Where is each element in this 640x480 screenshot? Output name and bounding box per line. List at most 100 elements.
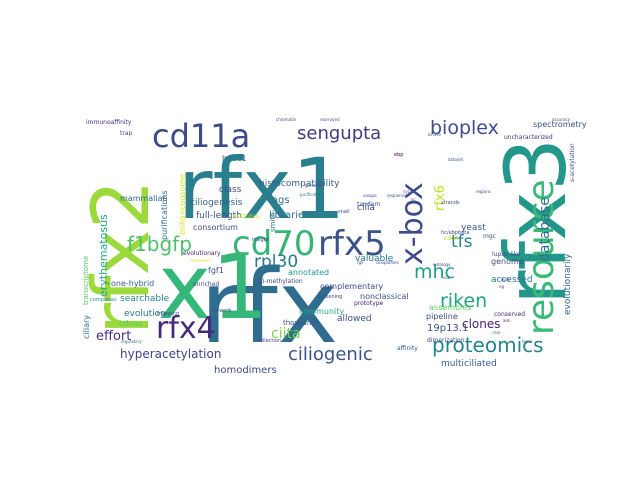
cloud-word: immunoaffinity bbox=[86, 119, 132, 126]
cloud-word: affinity bbox=[397, 345, 418, 352]
cloud-word: ontology bbox=[433, 262, 451, 267]
cloud-word: consortium bbox=[193, 223, 238, 232]
cloud-word: smith bbox=[269, 212, 277, 232]
cloud-word: purification bbox=[300, 192, 323, 197]
cloud-word: searchable bbox=[120, 294, 170, 304]
cloud-word: dimerization bbox=[427, 337, 465, 344]
cloud-word: strands bbox=[441, 200, 460, 206]
cloud-word: evolutionarily bbox=[563, 253, 573, 315]
cloud-word: sub bbox=[443, 275, 451, 280]
cloud-word: cdnas bbox=[119, 319, 143, 328]
cloud-word: unique bbox=[363, 193, 377, 198]
cloud-word: tfs bbox=[451, 232, 473, 252]
cloud-word: snail bbox=[338, 209, 350, 215]
cloud-word: rfx bbox=[200, 248, 338, 367]
cloud-word: tri-methylation bbox=[258, 278, 303, 285]
cloud-word: rfx3 bbox=[487, 138, 585, 305]
cloud-word: thousands bbox=[283, 319, 320, 327]
cloud-word: uncharacterized bbox=[504, 134, 553, 141]
cloud-word: sequences bbox=[387, 193, 408, 198]
cloud-word: complexes bbox=[90, 297, 117, 303]
cloud-word: rnas bbox=[492, 330, 501, 335]
cloud-word: valuable bbox=[355, 254, 394, 264]
cloud-word: multiciliated bbox=[441, 359, 497, 369]
cloud-word: spectrometry bbox=[533, 120, 587, 129]
cloud-word: ebp bbox=[394, 152, 403, 158]
cloud-word: evolutionary bbox=[183, 250, 221, 257]
cloud-word: f1bgfp bbox=[127, 232, 192, 256]
cloud-word: prototype bbox=[354, 300, 384, 307]
cloud-word: one-hybrid bbox=[111, 279, 154, 288]
cloud-word: yeast bbox=[461, 223, 486, 233]
cloud-word: effort bbox=[96, 329, 131, 344]
cloud-word: mgc bbox=[483, 233, 496, 240]
cloud-word: network bbox=[211, 308, 231, 314]
cloud-word: accessed bbox=[491, 275, 533, 285]
cloud-word: rfx2 bbox=[77, 180, 167, 335]
cloud-word: rgs bbox=[357, 260, 363, 265]
cloud-word: homodimers bbox=[214, 365, 277, 376]
cloud-word: lupus-like bbox=[492, 251, 521, 258]
cloud-word: 19p13.1 bbox=[427, 323, 468, 334]
cloud-word: x1 bbox=[158, 235, 269, 340]
cloud-word: hyperacetylation bbox=[120, 347, 221, 361]
cloud-word: conserved bbox=[494, 311, 525, 318]
cloud-word: sengupta bbox=[297, 123, 381, 144]
cloud-word: purifications bbox=[160, 191, 169, 241]
cloud-word: annotated bbox=[288, 268, 329, 277]
cloud-word: allowed bbox=[337, 314, 372, 324]
cloud-word: rfx1 bbox=[178, 140, 345, 238]
cloud-word: erythematosus bbox=[97, 214, 110, 297]
cloud-word: aim bbox=[503, 318, 511, 323]
cloud-word: hgnc bbox=[522, 339, 532, 344]
cloud-word: ciliogenic bbox=[288, 344, 373, 365]
cloud-word: cd70 bbox=[232, 224, 316, 264]
cloud-word: chromatin bbox=[276, 117, 297, 122]
cloud-word: x-box bbox=[395, 182, 430, 265]
cloud-word: resource bbox=[521, 179, 562, 335]
cloud-word: assembles bbox=[429, 303, 471, 312]
cloud-word: accuracy bbox=[552, 117, 571, 122]
cloud-word: libraries bbox=[269, 210, 309, 221]
cloud-word: s-acetylation bbox=[569, 143, 576, 182]
cloud-word: mapping bbox=[157, 311, 179, 317]
cloud-word: screening bbox=[318, 294, 342, 300]
cloud-word: bulb bbox=[501, 277, 510, 282]
cloud-word: regions bbox=[476, 189, 491, 194]
cloud-word: tandem bbox=[357, 201, 380, 208]
cloud-word: rpl30 bbox=[254, 252, 298, 272]
cloud-word: clones bbox=[462, 317, 501, 331]
cloud-word: full-length bbox=[196, 211, 242, 221]
cloud-word: class bbox=[219, 185, 242, 195]
cloud-word: cilia bbox=[357, 203, 375, 213]
cloud-word: pipeline bbox=[426, 312, 458, 321]
cloud-word: transcriptome bbox=[82, 256, 90, 305]
cloud-word: evolution bbox=[124, 309, 166, 319]
cloud-word: genome bbox=[491, 257, 524, 266]
cloud-word: riken bbox=[440, 290, 487, 312]
cloud-word: nonclassical bbox=[360, 292, 409, 301]
cloud-word: ciliogenesis bbox=[190, 198, 243, 208]
cloud-word: cdna bbox=[444, 235, 459, 242]
cloud-word: trap bbox=[120, 130, 132, 137]
cloud-word: ciita bbox=[271, 326, 301, 342]
cloud-word: mammalian bbox=[120, 194, 168, 203]
cloud-word: complementary bbox=[320, 282, 383, 291]
cloud-word: nc bbox=[411, 197, 416, 202]
cloud-word: cd11a bbox=[152, 117, 250, 155]
cloud-word: institutes bbox=[231, 213, 259, 220]
cloud-word: repressors bbox=[190, 258, 211, 263]
cloud-word: genomic bbox=[305, 183, 322, 188]
cloud-word: database bbox=[537, 197, 553, 262]
cloud-word: mhc bbox=[414, 261, 455, 283]
cloud-word: tags bbox=[268, 195, 290, 206]
cloud-word: cyc1 bbox=[403, 189, 413, 194]
cloud-word: hdac1 bbox=[222, 154, 247, 163]
cloud-word: ciliary bbox=[82, 315, 91, 339]
cloud-word: ng bbox=[499, 284, 505, 289]
cloud-word: bioplex bbox=[430, 117, 499, 139]
cloud-word: rearrayed bbox=[320, 117, 340, 122]
cloud-word: enhanceosome bbox=[178, 174, 187, 235]
cloud-word: fgf1 bbox=[208, 266, 224, 275]
